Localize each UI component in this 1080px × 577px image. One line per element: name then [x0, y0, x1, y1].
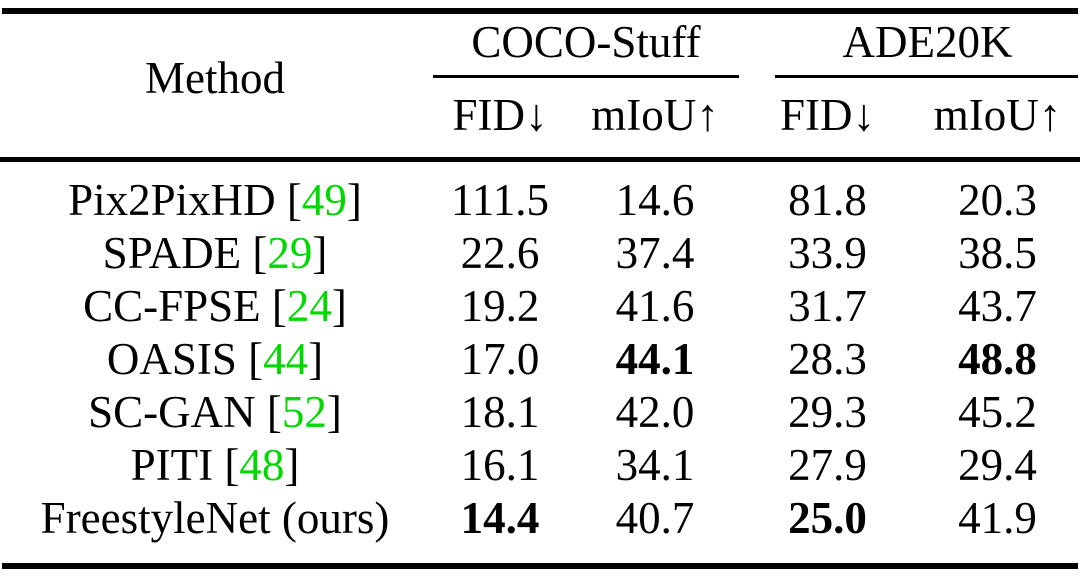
method-cell: CC-FPSE [24] [0, 280, 430, 332]
method-name: OASIS [106, 333, 237, 384]
value-cell: 31.7 [788, 280, 867, 331]
citation-number: 24 [286, 280, 332, 331]
value-cell: 111.5 [451, 174, 549, 225]
value-cell: 28.3 [788, 333, 867, 384]
header-body-divider-rule [0, 157, 1080, 162]
citation-bracket-open: [ [213, 439, 240, 490]
subheader-ade-miou: mIoU↑ [933, 90, 1062, 140]
citation-number: 44 [263, 333, 309, 384]
citation-bracket-close: ] [308, 333, 324, 384]
table-row: CC-FPSE [24] 19.2 41.6 31.7 43.7 [0, 279, 1080, 332]
citation-bracket-close: ] [326, 386, 342, 437]
value-cell: 25.0 [788, 492, 867, 543]
table-top-rule [2, 8, 1078, 14]
cmidrule-coco-stuff [433, 75, 739, 78]
subheader-coco-fid: FID↓ [452, 90, 548, 140]
value-cell: 37.4 [615, 227, 695, 278]
method-cell: PITI [48] [0, 439, 430, 491]
value-cell: 17.0 [460, 333, 540, 384]
value-cell: 44.1 [615, 333, 695, 384]
value-cell: 41.6 [615, 280, 695, 331]
value-cell: 34.1 [615, 439, 695, 490]
value-cell: 48.8 [958, 333, 1037, 384]
table-body: Pix2PixHD [49] 111.5 14.6 81.8 20.3 SPADE [29… [0, 173, 1080, 544]
group-header-coco-stuff: COCO-Stuff [430, 17, 742, 68]
method-name: PITI [130, 439, 214, 490]
group-header-label: ADE20K [842, 17, 1013, 67]
citation-bracket-open: [ [260, 280, 287, 331]
table-row: SC-GAN [52] 18.1 42.0 29.3 45.2 [0, 385, 1080, 438]
cmidrule-ade20k [775, 75, 1078, 78]
citation-bracket-open: [ [275, 174, 302, 225]
table-row: Pix2PixHD [49] 111.5 14.6 81.8 20.3 [0, 173, 1080, 226]
table-row: OASIS [44] 17.0 44.1 28.3 48.8 [0, 332, 1080, 385]
citation-bracket-close: ] [312, 227, 328, 278]
value-cell: 29.3 [788, 386, 867, 437]
value-cell: 40.7 [615, 492, 695, 543]
value-cell: 43.7 [958, 280, 1037, 331]
column-header-method: Method [0, 0, 430, 157]
subheader-ade-fid: FID↓ [779, 90, 875, 140]
citation-number: 48 [239, 439, 285, 490]
citation-number: 52 [281, 386, 327, 437]
value-cell: 22.6 [460, 227, 540, 278]
citation-number: 49 [301, 174, 347, 225]
value-cell: 27.9 [788, 439, 867, 490]
citation-bracket-close: ] [284, 439, 300, 490]
method-name: CC-FPSE [83, 280, 261, 331]
citation-bracket-open: [ [255, 386, 282, 437]
citation-bracket-open: [ [241, 227, 268, 278]
table-row: SPADE [29] 22.6 37.4 33.9 38.5 [0, 226, 1080, 279]
method-header-label: Method [145, 52, 285, 103]
group-header-ade20k: ADE20K [775, 17, 1080, 68]
subheader-row: FID↓ mIoU↑ FID↓ mIoU↑ [0, 86, 1080, 144]
citation-bracket-close: ] [331, 280, 347, 331]
value-cell: 33.9 [788, 227, 867, 278]
method-cell: SC-GAN [52] [0, 386, 430, 438]
method-cell: OASIS [44] [0, 333, 430, 385]
method-name: Pix2PixHD [68, 174, 276, 225]
value-cell: 18.1 [460, 386, 540, 437]
value-cell: 41.9 [958, 492, 1037, 543]
method-cell: SPADE [29] [0, 227, 430, 279]
value-cell: 20.3 [958, 174, 1037, 225]
table-row: PITI [48] 16.1 34.1 27.9 29.4 [0, 438, 1080, 491]
subheader-coco-miou: mIoU↑ [591, 90, 719, 140]
value-cell: 42.0 [615, 386, 695, 437]
citation-bracket-close: ] [346, 174, 362, 225]
value-cell: 45.2 [958, 386, 1037, 437]
table-bottom-rule [2, 563, 1078, 569]
value-cell: 81.8 [788, 174, 867, 225]
value-cell: 14.6 [615, 174, 695, 225]
citation-bracket-open: [ [236, 333, 264, 384]
method-name: SC-GAN [88, 386, 256, 437]
table-row: FreestyleNet (ours) 14.4 40.7 25.0 41.9 [0, 491, 1080, 544]
value-cell: 19.2 [460, 280, 540, 331]
method-name: FreestyleNet (ours) [40, 492, 390, 543]
value-cell: 29.4 [958, 439, 1037, 490]
method-name: SPADE [102, 227, 242, 278]
value-cell: 16.1 [460, 439, 540, 490]
method-cell: Pix2PixHD [49] [0, 174, 430, 226]
value-cell: 14.4 [460, 492, 540, 543]
method-cell: FreestyleNet (ours) [0, 492, 430, 544]
value-cell: 38.5 [958, 227, 1037, 278]
group-header-label: COCO-Stuff [471, 17, 701, 67]
citation-number: 29 [267, 227, 313, 278]
